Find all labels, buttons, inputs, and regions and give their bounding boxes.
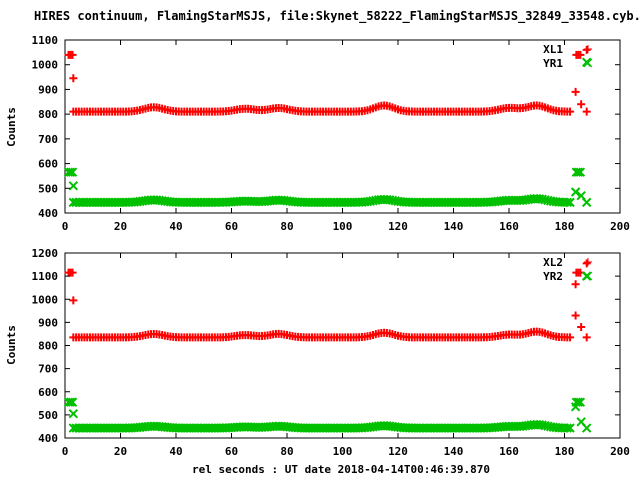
y-tick-label: 400 <box>38 432 58 445</box>
x-tick-label: 40 <box>169 220 182 233</box>
x-tick-label: 160 <box>499 220 519 233</box>
x-tick-label: 60 <box>225 445 238 458</box>
plot-frame-top <box>64 39 621 214</box>
panel-bottom: Counts XL2 YR2 0 20 40 60 80 100 120 140 160 180 2… <box>5 247 630 458</box>
data-point-yr1 <box>65 167 76 177</box>
x-tick-label: 0 <box>62 220 69 233</box>
legend-label-xl2: XL2 <box>543 256 563 269</box>
data-point-xl2 <box>577 323 586 331</box>
data-point-xl2 <box>582 259 591 268</box>
y-tick-label: 1100 <box>32 34 59 47</box>
y-tick-label: 400 <box>38 207 58 220</box>
y-tick-label: 1000 <box>32 293 59 306</box>
chart-title: HIRES continuum, FlamingStarMSJS, file:S… <box>34 9 640 24</box>
x-tick-label: 40 <box>169 445 182 458</box>
x-tick-label: 200 <box>610 445 630 458</box>
y-tick-label: 700 <box>38 363 58 376</box>
legend-marks-bottom <box>583 258 593 281</box>
y-tick-label: 1100 <box>32 270 59 283</box>
data-point-xl1 <box>572 50 581 59</box>
data-point-yr1 <box>562 197 572 208</box>
x-tick-label: 80 <box>280 220 293 233</box>
data-point-xl1 <box>577 100 586 109</box>
data-point-yr1 <box>63 167 74 177</box>
axis-ticks-bottom: 0 20 40 60 80 100 120 140 160 180 200 400 500 600 700 8… <box>32 247 630 458</box>
y-tick-label: 700 <box>38 133 58 146</box>
x-tick-label: 180 <box>555 445 575 458</box>
data-point-yr1 <box>565 197 575 208</box>
data-point-xl1 <box>571 87 580 96</box>
legend-marker-xl1 <box>584 45 592 53</box>
data-point-yr1 <box>581 197 592 208</box>
y-tick-label: 1200 <box>32 247 59 260</box>
plot-marks-top <box>63 45 592 208</box>
x-tick-label: 20 <box>114 445 127 458</box>
legend-marker-yr2 <box>583 271 593 281</box>
y-tick-label: 1000 <box>32 59 59 72</box>
y-tick-label: 500 <box>38 182 58 195</box>
data-point-yr2 <box>573 397 584 407</box>
plot-marks-bottom <box>63 259 592 433</box>
data-point-xl2 <box>571 311 580 320</box>
data-point-yr2 <box>63 397 74 407</box>
data-point-xl2 <box>572 268 581 277</box>
data-point-yr1 <box>573 167 584 177</box>
data-point-yr2 <box>565 423 575 433</box>
legend-marker-yr1 <box>583 58 593 68</box>
data-point-yr1 <box>571 167 582 177</box>
x-tick-label: 160 <box>499 445 519 458</box>
y-axis-label-top: Counts <box>5 107 18 147</box>
data-point-xl1 <box>582 45 591 54</box>
y-tick-label: 800 <box>38 108 58 121</box>
x-tick-label: 0 <box>62 445 69 458</box>
data-point-xl2 <box>64 268 73 277</box>
legend-marks-top <box>583 45 593 68</box>
data-point-yr2 <box>571 397 582 407</box>
data-point-yr2 <box>562 423 572 433</box>
y-tick-label: 800 <box>38 340 58 353</box>
x-tick-label: 120 <box>388 220 408 233</box>
data-point-xl1 <box>582 107 591 116</box>
x-tick-label: 100 <box>333 445 353 458</box>
legend-marker-xl2 <box>584 258 592 266</box>
x-tick-label: 80 <box>280 445 293 458</box>
legend-label-yr1: YR1 <box>543 57 563 70</box>
data-point-yr2 <box>65 397 76 407</box>
x-tick-label: 20 <box>114 220 127 233</box>
x-tick-label: 120 <box>388 445 408 458</box>
data-point-xl2 <box>566 333 575 342</box>
data-point-yr2 <box>581 423 592 433</box>
legend-label-xl1: XL1 <box>543 43 563 56</box>
panel-top: Counts XL1 YR1 0 20 40 60 80 100 120 140 160 180 2… <box>5 34 630 233</box>
axis-ticks-top: 0 20 40 60 80 100 120 140 160 180 200 400 500 600 700 8… <box>32 34 630 233</box>
x-tick-label: 140 <box>444 445 464 458</box>
data-point-xl2 <box>69 296 78 305</box>
y-tick-label: 600 <box>38 386 58 399</box>
data-point-xl2 <box>582 333 591 342</box>
data-point-xl1 <box>69 74 78 83</box>
plot-frame-bottom <box>64 252 621 439</box>
x-tick-label: 200 <box>610 220 630 233</box>
x-tick-label: 100 <box>333 220 353 233</box>
data-point-xl2 <box>571 280 580 289</box>
y-tick-label: 600 <box>38 158 58 171</box>
data-point-yr1 <box>68 181 79 191</box>
y-axis-label-bottom: Counts <box>5 325 18 365</box>
data-point-xl1 <box>566 107 575 116</box>
data-point-yr2 <box>581 271 592 281</box>
data-point-yr1 <box>570 187 581 197</box>
x-tick-label: 180 <box>555 220 575 233</box>
x-tick-label: 60 <box>225 220 238 233</box>
y-tick-label: 500 <box>38 409 58 422</box>
y-tick-label: 900 <box>38 83 58 96</box>
data-point-yr2 <box>68 409 79 419</box>
x-axis-label: rel seconds : UT date 2018-04-14T00:46:3… <box>192 463 490 476</box>
data-point-xl1 <box>64 50 73 59</box>
x-tick-label: 140 <box>444 220 464 233</box>
legend-label-yr2: YR2 <box>543 270 563 283</box>
y-tick-label: 900 <box>38 316 58 329</box>
